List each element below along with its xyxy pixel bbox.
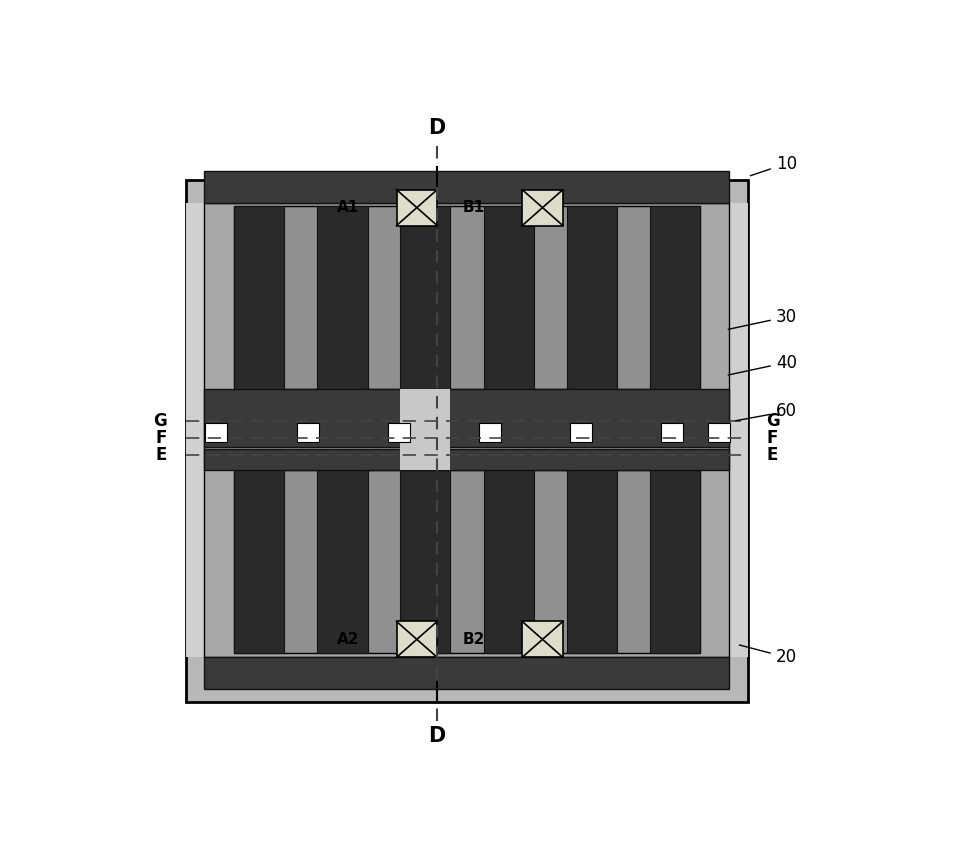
Bar [660,423,682,442]
Bar [400,206,450,389]
Text: 40: 40 [727,353,796,375]
Text: 10: 10 [750,155,796,176]
Bar [478,423,501,442]
Bar [400,389,450,470]
Bar [204,389,728,447]
Bar [521,622,562,657]
Bar [707,423,729,442]
Bar [396,190,436,225]
Bar [570,423,592,442]
Text: D: D [428,118,445,138]
Text: A1: A1 [337,201,359,215]
Bar [204,657,728,689]
Text: G: G [153,412,167,430]
Text: B1: B1 [462,201,485,215]
Bar [233,470,284,653]
Bar [317,206,367,389]
Text: G: G [765,412,780,430]
Bar [204,449,728,470]
Bar [566,470,617,653]
Text: E: E [765,446,777,464]
Bar [233,206,284,389]
Bar [400,470,450,653]
Bar [483,206,534,389]
Bar [317,470,367,653]
Text: 30: 30 [727,307,796,329]
Bar [649,206,700,389]
Bar [728,202,747,657]
Bar [186,180,747,701]
Bar [387,423,410,442]
Bar [233,470,699,653]
Text: D: D [428,726,445,745]
Text: F: F [155,429,167,446]
Bar [204,202,728,657]
Bar [396,622,436,657]
Text: B2: B2 [462,632,485,647]
Bar [205,423,227,442]
Bar [186,202,204,657]
Bar [233,206,699,389]
Text: 20: 20 [739,645,796,667]
Bar [649,470,700,653]
Bar [566,206,617,389]
Text: 60: 60 [735,402,796,421]
Bar [204,171,728,202]
Text: F: F [765,429,777,446]
Text: E: E [155,446,167,464]
Bar [296,423,318,442]
Text: A2: A2 [336,632,359,647]
Bar [521,190,562,225]
Bar [483,470,534,653]
